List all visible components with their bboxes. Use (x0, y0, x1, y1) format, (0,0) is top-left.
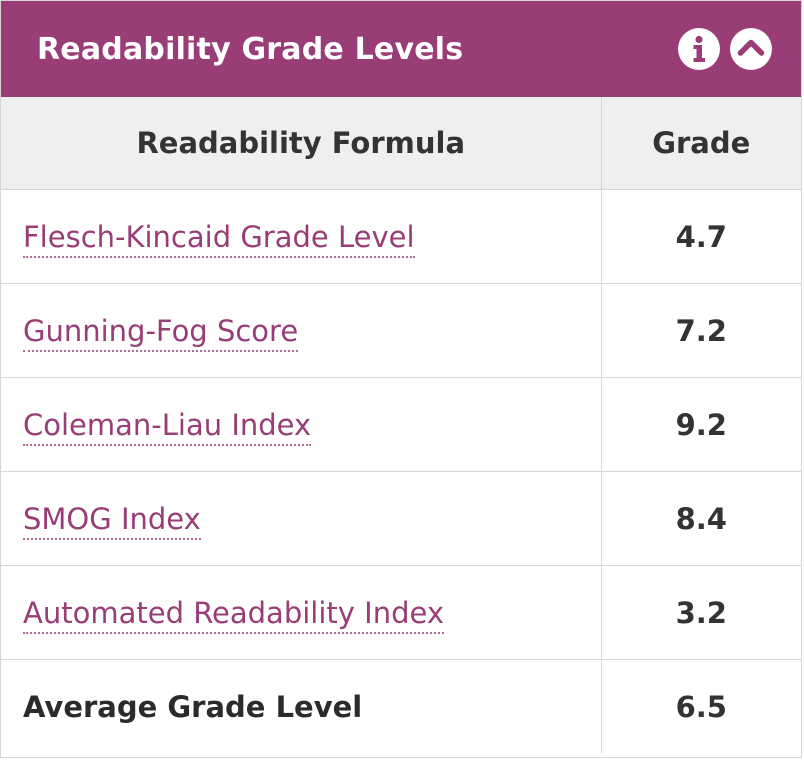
grade-value: 8.4 (601, 471, 801, 566)
formula-link-smog[interactable]: SMOG Index (23, 501, 201, 540)
panel-title: Readability Grade Levels (37, 31, 464, 67)
grade-value: 3.2 (601, 565, 801, 660)
table-row: Flesch-Kincaid Grade Level 4.7 (1, 189, 801, 284)
header-icons (677, 27, 773, 71)
formula-cell: Coleman-Liau Index (1, 377, 602, 472)
formula-link-gunning-fog[interactable]: Gunning-Fog Score (23, 313, 299, 352)
table-row: SMOG Index 8.4 (1, 471, 801, 566)
table-row: Automated Readability Index 3.2 (1, 565, 801, 660)
formula-cell: Gunning-Fog Score (1, 283, 602, 378)
formula-link-coleman-liau[interactable]: Coleman-Liau Index (23, 407, 312, 446)
grade-value: 7.2 (601, 283, 801, 378)
info-icon[interactable] (677, 27, 721, 71)
formula-cell: Automated Readability Index (1, 565, 602, 660)
table-row: Gunning-Fog Score 7.2 (1, 283, 801, 378)
formula-cell: Flesch-Kincaid Grade Level (1, 189, 602, 284)
readability-table: Readability Formula Grade Flesch-Kincaid… (1, 97, 801, 753)
table-header-row: Readability Formula Grade (1, 97, 801, 190)
formula-link-flesch-kincaid[interactable]: Flesch-Kincaid Grade Level (23, 219, 415, 258)
formula-link-automated-readability[interactable]: Automated Readability Index (23, 595, 444, 634)
average-grade-value: 6.5 (675, 689, 727, 724)
chevron-up-icon[interactable] (729, 27, 773, 71)
column-header-formula: Readability Formula (1, 97, 602, 190)
average-row: Average Grade Level 6.5 (1, 659, 801, 753)
grade-value: 9.2 (601, 377, 801, 472)
average-cell: Average Grade Level (1, 659, 602, 753)
formula-cell: SMOG Index (1, 471, 602, 566)
column-header-grade: Grade (601, 97, 801, 190)
average-label: Average Grade Level (23, 689, 363, 724)
grade-value: 4.7 (601, 189, 801, 284)
table-row: Coleman-Liau Index 9.2 (1, 377, 801, 472)
panel-header: Readability Grade Levels (1, 1, 801, 97)
